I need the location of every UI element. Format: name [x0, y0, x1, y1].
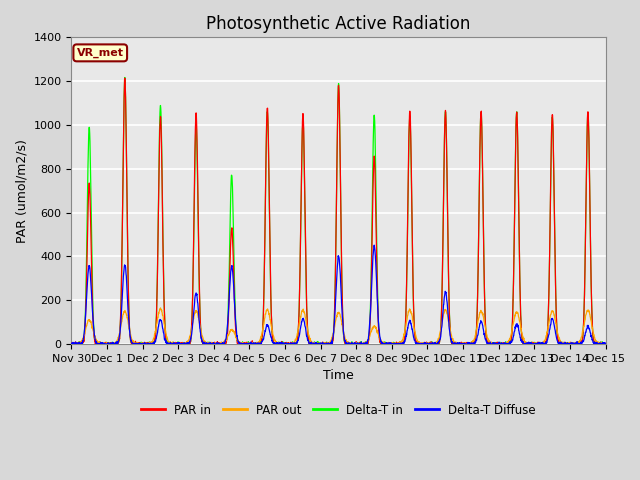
Legend: PAR in, PAR out, Delta-T in, Delta-T Diffuse: PAR in, PAR out, Delta-T in, Delta-T Dif…	[136, 399, 541, 421]
Text: VR_met: VR_met	[77, 48, 124, 58]
X-axis label: Time: Time	[323, 369, 354, 382]
Y-axis label: PAR (umol/m2/s): PAR (umol/m2/s)	[15, 139, 28, 242]
Title: Photosynthetic Active Radiation: Photosynthetic Active Radiation	[206, 15, 470, 33]
